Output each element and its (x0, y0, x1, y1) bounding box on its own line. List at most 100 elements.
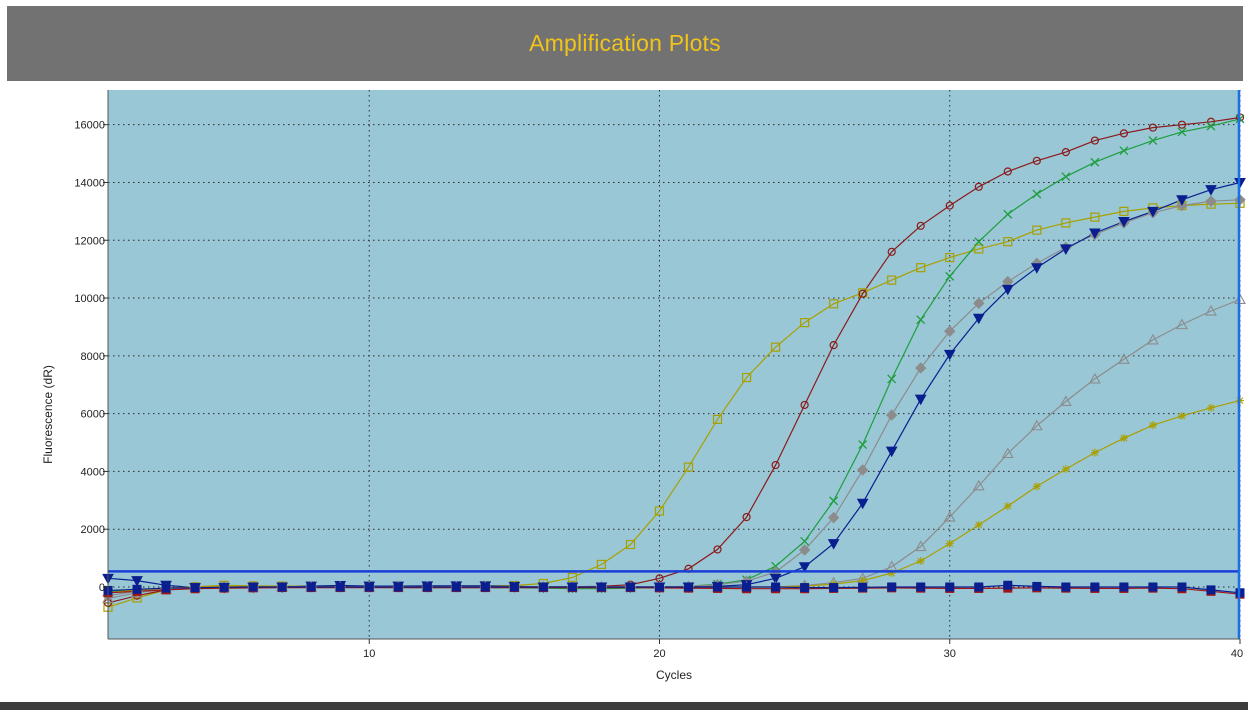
data-point (1090, 157, 1100, 167)
data-point (1003, 580, 1013, 590)
data-point (1206, 121, 1216, 131)
data-point (625, 539, 636, 550)
data-point (596, 559, 607, 570)
data-point (683, 462, 694, 472)
data-point (1148, 582, 1158, 592)
data-point (1059, 395, 1072, 407)
data-point (945, 271, 955, 281)
data-point (713, 582, 723, 592)
data-point (161, 583, 171, 593)
data-point (1030, 263, 1043, 274)
data-point (1090, 448, 1099, 457)
data-point (277, 582, 287, 592)
data-point (800, 536, 810, 546)
data-point (1176, 318, 1188, 330)
data-point (770, 342, 781, 352)
data-point (887, 374, 897, 384)
data-point (1177, 582, 1187, 592)
data-point (800, 400, 809, 410)
data-point (1061, 582, 1071, 592)
data-point (713, 545, 722, 554)
data-point (1119, 582, 1129, 592)
data-point (856, 498, 869, 510)
data-point (1147, 206, 1159, 218)
data-point (1089, 228, 1101, 240)
y-tick-label: 10000 (74, 293, 105, 305)
series-lines (107, 116, 1241, 608)
data-point (1206, 403, 1215, 412)
data-point (741, 372, 752, 383)
data-point (887, 275, 897, 285)
data-point (1146, 333, 1159, 345)
data-point (916, 263, 926, 273)
data-point (1032, 189, 1042, 199)
data-point (858, 440, 868, 449)
data-point (1119, 146, 1129, 156)
data-point (712, 414, 723, 424)
y-tick-label: 12000 (74, 235, 105, 247)
data-point (1205, 185, 1217, 196)
data-point (1119, 206, 1129, 216)
data-point (1117, 353, 1130, 364)
y-tick-label: 8000 (81, 351, 105, 363)
data-point (916, 315, 926, 325)
data-point (829, 583, 839, 593)
data-point (1118, 216, 1130, 228)
data-point (190, 583, 200, 593)
chart-title: Amplification Plots (529, 30, 721, 56)
data-point (800, 583, 810, 593)
data-point (1032, 225, 1042, 235)
data-point (248, 582, 258, 592)
data-point (538, 582, 548, 592)
data-point (771, 460, 780, 470)
data-point (798, 544, 811, 556)
data-point (1090, 136, 1099, 145)
axes (103, 90, 1241, 644)
data-point (798, 562, 811, 573)
data-point (1148, 136, 1158, 146)
data-point (887, 569, 896, 578)
series-line-9 (107, 584, 1241, 594)
data-point (856, 464, 869, 476)
data-point (916, 556, 925, 565)
y-tick-label: 2000 (81, 524, 105, 536)
data-point (1003, 167, 1012, 176)
chart-title-bar: Amplification Plots (7, 6, 1243, 81)
data-point (887, 247, 896, 256)
data-point (945, 539, 954, 548)
data-point (943, 510, 956, 522)
data-point (973, 297, 985, 309)
x-axis-title: Cycles (656, 668, 692, 682)
data-point (1061, 218, 1071, 228)
data-point (829, 299, 839, 309)
bottom-strip (0, 702, 1248, 710)
data-point (945, 201, 954, 210)
y-axis-title: Fluorescence (dR) (41, 365, 55, 464)
data-point (1090, 582, 1100, 592)
data-point (335, 582, 345, 592)
data-point (945, 582, 955, 592)
data-point (393, 582, 403, 592)
data-point (1032, 156, 1041, 165)
data-point (885, 446, 898, 458)
data-point (1003, 502, 1012, 511)
tick-labels: 0 2000 4000 6000 8000 10000 12000 14000 16000 10 2… (74, 120, 1243, 660)
data-point (887, 582, 897, 592)
data-point (945, 252, 955, 263)
data-point (306, 582, 316, 592)
data-point (914, 540, 927, 552)
data-point (364, 582, 374, 592)
data-point (916, 221, 925, 230)
data-point (974, 237, 984, 247)
data-point (1090, 212, 1100, 222)
data-point (972, 313, 985, 325)
data-point (972, 479, 985, 491)
x-tick-label: 30 (944, 648, 956, 660)
data-point (422, 582, 432, 592)
data-point (509, 582, 519, 592)
data-point (1177, 120, 1187, 129)
data-point (1061, 148, 1070, 157)
data-point (829, 341, 838, 350)
data-point (858, 582, 868, 592)
x-tick-label: 40 (1231, 648, 1243, 660)
